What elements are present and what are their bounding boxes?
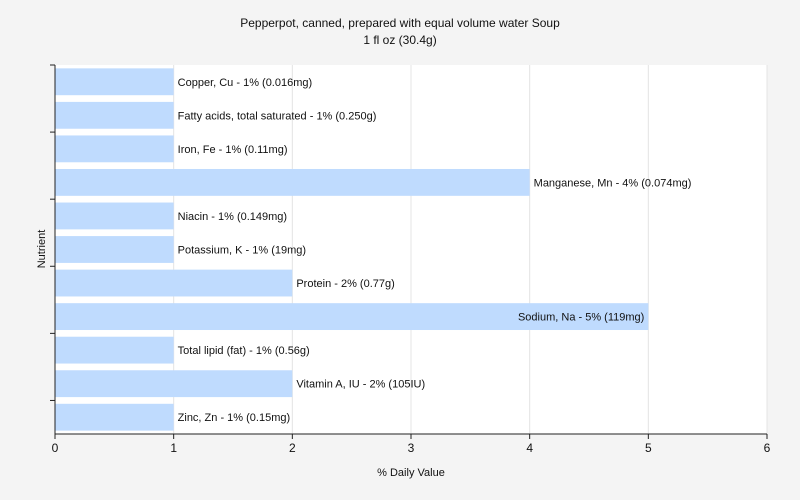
bar-label: Protein - 2% (0.77g)	[296, 278, 394, 290]
bar	[55, 101, 174, 129]
bar-label: Fatty acids, total saturated - 1% (0.250…	[178, 110, 377, 122]
x-tick-label: 3	[408, 441, 415, 455]
x-tick-label: 0	[52, 441, 59, 455]
y-axis-title: Nutrient	[36, 230, 48, 269]
x-tick-label: 1	[170, 441, 177, 455]
bar	[55, 403, 174, 431]
x-tick-label: 4	[526, 441, 533, 455]
bar-label: Total lipid (fat) - 1% (0.56g)	[178, 345, 310, 357]
bar-label: Niacin - 1% (0.149mg)	[178, 211, 287, 223]
bar	[55, 168, 530, 196]
bar	[55, 303, 649, 331]
bar-label: Iron, Fe - 1% (0.11mg)	[178, 144, 288, 156]
bar-label: Zinc, Zn - 1% (0.15mg)	[178, 412, 290, 424]
bar	[55, 370, 293, 398]
bar-label: Manganese, Mn - 4% (0.074mg)	[534, 177, 692, 189]
bar	[55, 336, 174, 364]
x-tick-label: 5	[645, 441, 652, 455]
bar-label: Potassium, K - 1% (19mg)	[178, 245, 306, 257]
chart-subtitle: 1 fl oz (30.4g)	[363, 33, 436, 47]
bar	[55, 135, 174, 163]
bar-label: Copper, Cu - 1% (0.016mg)	[178, 77, 313, 89]
plot-area: Copper, Cu - 1% (0.016mg) Fatty acids, to…	[50, 64, 771, 455]
x-tick-label: 2	[289, 441, 296, 455]
bar	[55, 202, 174, 230]
bar	[55, 68, 174, 96]
x-axis-title: % Daily Value	[377, 467, 445, 479]
bar	[55, 236, 174, 263]
bar-label: Sodium, Na - 5% (119mg)	[518, 312, 644, 324]
x-tick-label: 6	[764, 441, 771, 455]
bar-label: Vitamin A, IU - 2% (105IU)	[296, 379, 425, 391]
chart-title: Pepperpot, canned, prepared with equal v…	[240, 16, 560, 30]
bar	[55, 269, 293, 297]
